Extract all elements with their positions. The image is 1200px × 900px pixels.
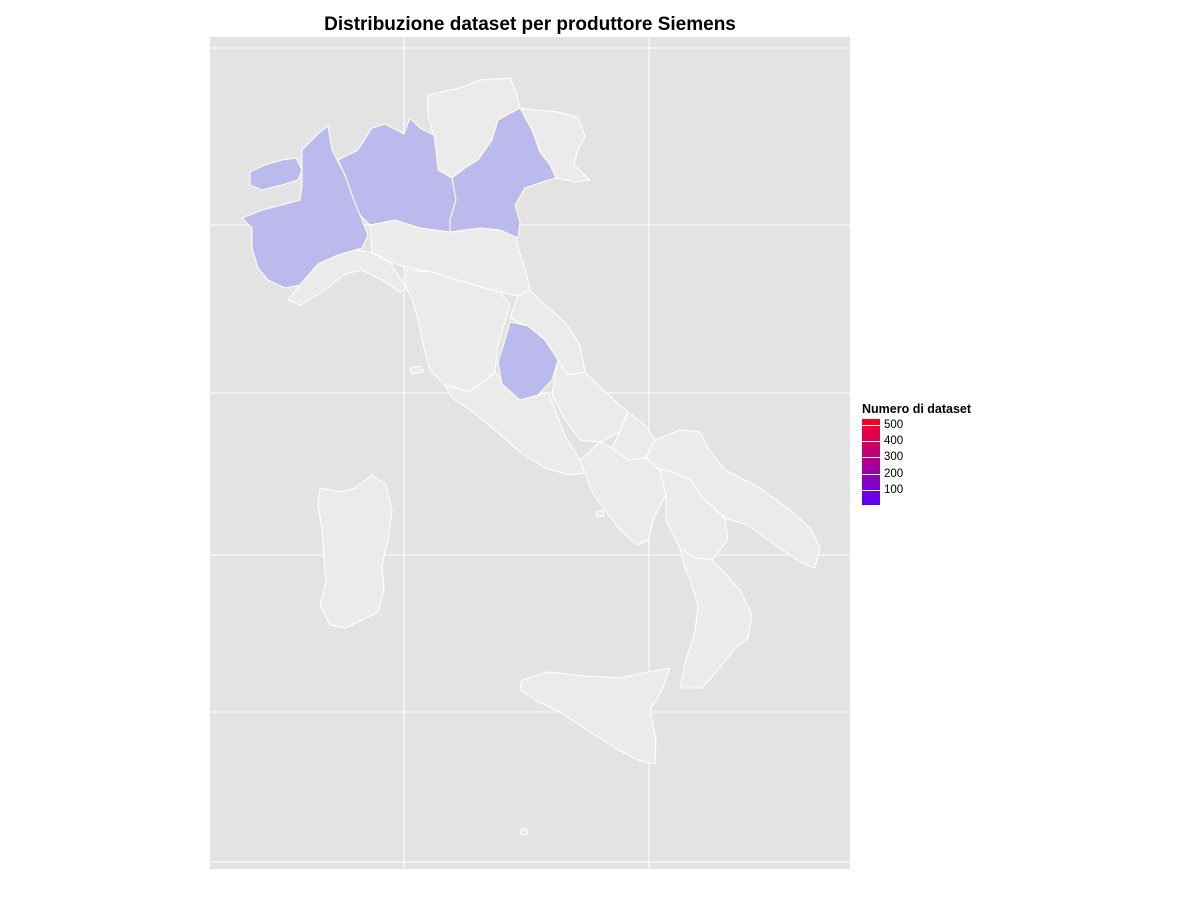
island-ischia xyxy=(595,509,605,518)
island-pantelleria xyxy=(519,827,529,836)
chart-title: Distribuzione dataset per produttore Sie… xyxy=(324,14,736,35)
region-liguria xyxy=(287,249,407,306)
legend-label-300: 300 xyxy=(884,451,904,463)
region-calabria xyxy=(679,547,753,689)
legend-tick xyxy=(862,425,880,426)
legend-title: Numero di dataset xyxy=(862,402,972,416)
legend-tick xyxy=(862,441,880,442)
region-umbria xyxy=(497,321,559,401)
region-basilicata xyxy=(659,469,729,561)
legend-label-200: 200 xyxy=(884,468,904,480)
legend-label-100: 100 xyxy=(884,484,904,496)
legend-tick xyxy=(862,474,880,475)
island-elba xyxy=(409,365,425,375)
legend-colorbar xyxy=(862,419,880,505)
legend-label-500: 500 xyxy=(884,419,904,431)
legend-label-400: 400 xyxy=(884,435,904,447)
region-sardegna xyxy=(317,474,393,629)
regions xyxy=(241,77,821,836)
region-veneto xyxy=(449,107,557,239)
region-campania xyxy=(579,441,667,546)
region-sicilia xyxy=(519,667,671,765)
legend-tick xyxy=(862,490,880,491)
legend: Numero di dataset 500 400 300 200 100 xyxy=(862,402,1062,505)
legend-tick xyxy=(862,457,880,458)
region-valle-aosta xyxy=(249,157,303,191)
